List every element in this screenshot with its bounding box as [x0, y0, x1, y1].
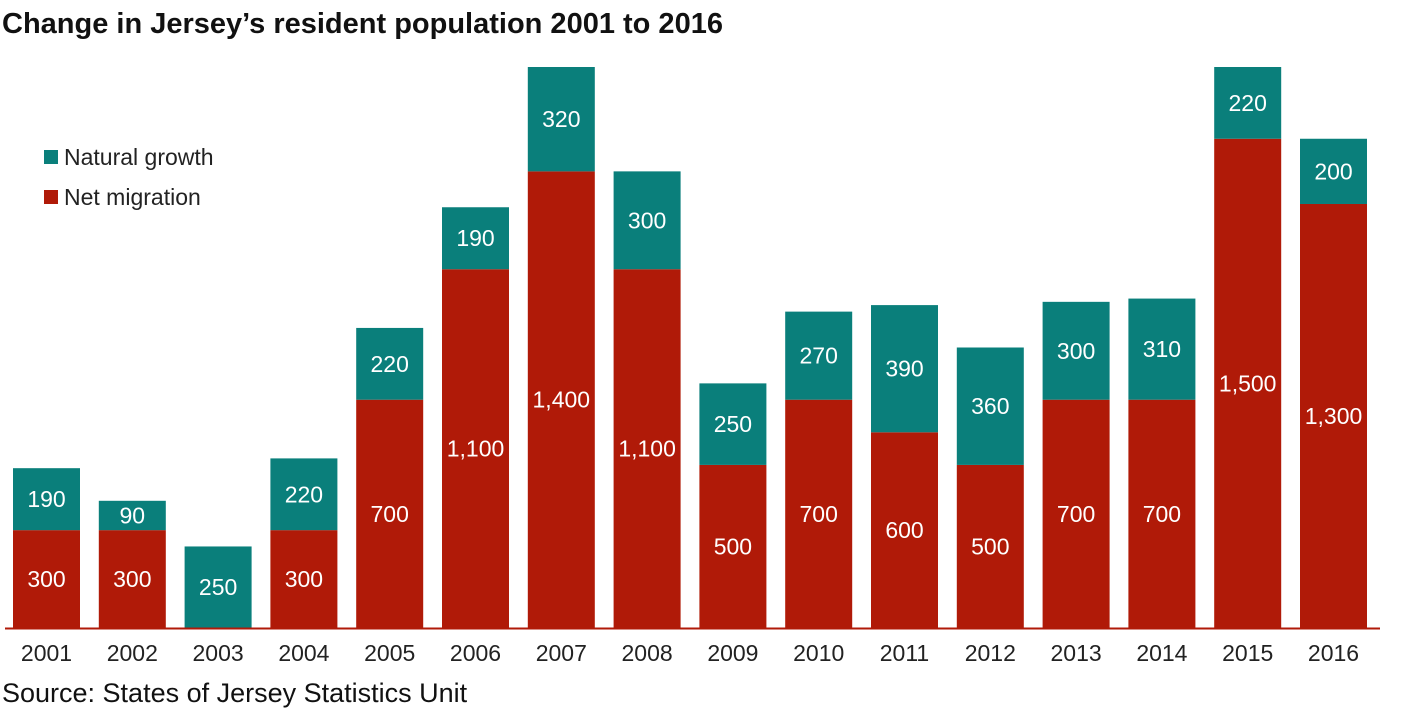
bar-net-migration-2015: [1214, 138, 1282, 629]
data-label-net-migration-2012: 500: [971, 533, 1009, 559]
data-label-net-migration-2002: 300: [113, 566, 151, 592]
bar-net-migration-2016: [1300, 203, 1367, 628]
data-label-natural-growth-2011: 390: [885, 356, 923, 382]
data-label-net-migration-2008: 1,100: [618, 436, 676, 462]
x-tick-label-2012: 2012: [965, 640, 1016, 666]
chart-legend: Natural growth Net migration: [44, 137, 214, 217]
bar-net-migration-2001: [13, 530, 80, 628]
bar-net-migration-2006: [442, 269, 509, 628]
bar-natural-growth-2002: [98, 500, 166, 531]
data-label-natural-growth-2006: 190: [456, 225, 494, 251]
x-tick-label-2002: 2002: [107, 640, 158, 666]
data-label-net-migration-2013: 700: [1057, 501, 1095, 527]
x-tick-label-2009: 2009: [707, 640, 758, 666]
data-label-natural-growth-2010: 270: [800, 343, 838, 369]
data-label-net-migration-2007: 1,400: [533, 387, 591, 413]
x-tick-label-2008: 2008: [622, 640, 673, 666]
data-label-natural-growth-2009: 250: [714, 411, 752, 437]
data-label-net-migration-2014: 700: [1143, 501, 1181, 527]
data-label-natural-growth-2005: 220: [371, 351, 409, 377]
data-label-natural-growth-2008: 300: [628, 207, 666, 233]
bar-net-migration-2010: [785, 399, 853, 628]
x-tick-label-2015: 2015: [1222, 640, 1273, 666]
bar-natural-growth-2010: [785, 311, 853, 400]
data-label-net-migration-2010: 700: [800, 501, 838, 527]
x-tick-label-2010: 2010: [793, 640, 844, 666]
data-label-natural-growth-2014: 310: [1143, 336, 1181, 362]
data-label-natural-growth-2012: 360: [971, 393, 1009, 419]
bar-natural-growth-2006: [442, 207, 509, 270]
data-label-natural-growth-2002: 90: [120, 502, 146, 528]
data-label-net-migration-2015: 1,500: [1219, 370, 1277, 396]
bar-natural-growth-2005: [356, 327, 424, 400]
legend-swatch-natural-growth: [44, 150, 58, 164]
bar-net-migration-2004: [270, 530, 338, 628]
data-label-natural-growth-2003: 250: [199, 574, 237, 600]
data-label-natural-growth-2013: 300: [1057, 338, 1095, 364]
x-tick-label-2001: 2001: [21, 640, 72, 666]
bar-natural-growth-2011: [871, 305, 938, 433]
bar-natural-growth-2012: [956, 347, 1024, 465]
x-tick-label-2007: 2007: [536, 640, 587, 666]
bar-natural-growth-2013: [1042, 301, 1110, 400]
bar-natural-growth-2016: [1300, 138, 1367, 204]
x-tick-label-2005: 2005: [364, 640, 415, 666]
bar-natural-growth-2004: [270, 458, 338, 531]
data-label-natural-growth-2016: 200: [1314, 158, 1352, 184]
legend-swatch-net-migration: [44, 190, 58, 204]
bar-natural-growth-2008: [613, 171, 681, 270]
x-tick-label-2011: 2011: [880, 640, 929, 666]
bar-net-migration-2014: [1128, 399, 1196, 628]
bar-net-migration-2013: [1042, 399, 1110, 628]
data-label-natural-growth-2007: 320: [542, 106, 580, 132]
data-label-natural-growth-2001: 190: [27, 486, 65, 512]
x-tick-label-2014: 2014: [1136, 640, 1187, 666]
bar-natural-growth-2007: [527, 67, 595, 172]
x-tick-label-2003: 2003: [193, 640, 244, 666]
bar-net-migration-2005: [356, 399, 424, 628]
x-tick-label-2016: 2016: [1308, 640, 1359, 666]
bar-net-migration-2011: [871, 432, 938, 628]
x-tick-label-2006: 2006: [450, 640, 501, 666]
data-label-natural-growth-2015: 220: [1229, 90, 1267, 116]
bar-net-migration-2008: [613, 269, 681, 628]
data-label-natural-growth-2004: 220: [285, 481, 323, 507]
data-label-net-migration-2001: 300: [27, 566, 65, 592]
data-label-net-migration-2016: 1,300: [1305, 403, 1363, 429]
data-label-net-migration-2006: 1,100: [447, 436, 505, 462]
data-label-net-migration-2009: 500: [714, 533, 752, 559]
data-label-net-migration-2005: 700: [371, 501, 409, 527]
bar-natural-growth-2009: [699, 383, 767, 465]
chart-title: Change in Jersey’s resident population 2…: [2, 8, 723, 40]
bar-net-migration-2012: [956, 464, 1024, 628]
legend-item-natural-growth: Natural growth: [44, 137, 214, 177]
bar-natural-growth-2015: [1214, 67, 1282, 139]
bar-natural-growth-2014: [1128, 298, 1196, 400]
bar-natural-growth-2001: [13, 468, 80, 531]
legend-label-net-migration: Net migration: [64, 183, 201, 210]
bar-net-migration-2007: [527, 171, 595, 629]
legend-label-natural-growth: Natural growth: [64, 143, 214, 170]
data-label-net-migration-2011: 600: [885, 517, 923, 543]
bar-net-migration-2002: [98, 530, 166, 628]
source-note: Source: States of Jersey Statistics Unit: [2, 678, 468, 708]
data-label-net-migration-2004: 300: [285, 566, 323, 592]
x-tick-label-2013: 2013: [1051, 640, 1102, 666]
bar-natural-growth-2003: [184, 546, 252, 628]
bar-net-migration-2009: [699, 464, 767, 628]
x-tick-label-2004: 2004: [278, 640, 329, 666]
legend-item-net-migration: Net migration: [44, 177, 214, 217]
